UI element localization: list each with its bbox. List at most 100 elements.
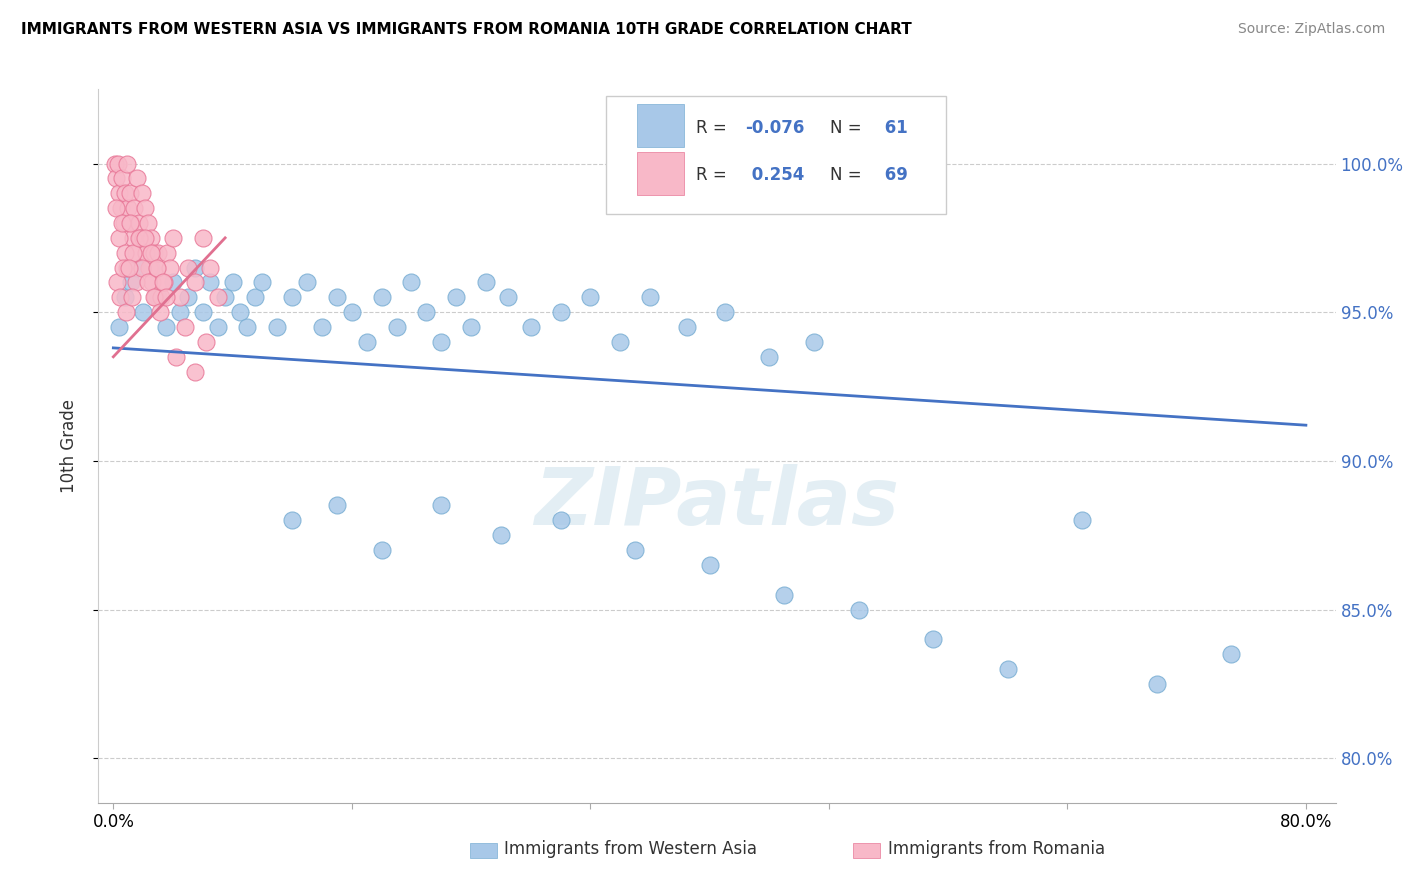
Point [134,201,156,215]
Point [114,290,136,304]
Point [134,231,156,245]
Point [108,186,131,201]
Point [129,231,152,245]
Point [194,334,217,349]
Point [114,186,136,201]
Point [609,334,631,349]
Point [489,528,512,542]
Point [848,602,870,616]
Point [177,290,200,304]
Point [191,305,214,319]
Point [153,276,176,290]
Point [121,290,143,304]
Point [173,320,195,334]
Point [114,245,136,260]
Point [142,245,165,260]
Point [311,320,333,334]
Point [138,276,160,290]
Point [221,276,243,290]
Point [128,216,150,230]
Point [115,305,138,319]
Point [111,260,134,275]
Point [115,156,138,170]
Bar [470,843,496,858]
Point [139,231,162,245]
Point [1220,647,1243,661]
Point [104,201,127,215]
Point [415,305,437,319]
Point [108,320,131,334]
Point [169,290,191,304]
Point [460,320,482,334]
Point [117,201,139,215]
Point [131,260,153,275]
Point [139,260,162,275]
Point [200,276,222,290]
Point [699,558,721,572]
Point [104,156,127,170]
Point [229,305,252,319]
Point [159,260,181,275]
Point [191,231,214,245]
Point [149,305,172,319]
Point [145,260,167,275]
Point [579,290,602,304]
Point [638,290,661,304]
Point [713,305,735,319]
Point [122,201,145,215]
Point [430,499,453,513]
Y-axis label: 10th Grade: 10th Grade [59,399,77,493]
Point [177,260,200,275]
Point [340,305,363,319]
Point [498,290,520,304]
Point [236,320,259,334]
Point [107,156,129,170]
Point [146,245,169,260]
Point [550,305,572,319]
Point [370,290,392,304]
Point [125,245,148,260]
Point [550,513,572,527]
Point [207,290,229,304]
Point [475,276,498,290]
Point [107,231,129,245]
Point [121,231,143,245]
Point [125,276,148,290]
Point [162,276,184,290]
Text: Immigrants from Romania: Immigrants from Romania [887,840,1105,858]
Point [122,245,145,260]
Point [214,290,236,304]
Point [156,245,179,260]
Point [326,499,349,513]
Point [624,543,647,558]
Point [444,290,467,304]
Text: Source: ZipAtlas.com: Source: ZipAtlas.com [1237,22,1385,37]
Text: -0.076: -0.076 [745,119,804,136]
Point [110,216,132,230]
Point [118,260,141,275]
Point [281,290,304,304]
Point [128,231,150,245]
Point [430,334,453,349]
Point [141,276,163,290]
Point [117,260,139,275]
Text: N =: N = [830,119,866,136]
Bar [853,843,880,858]
Point [385,320,408,334]
Point [243,290,266,304]
Point [111,171,134,186]
Point [120,216,142,230]
Text: IMMIGRANTS FROM WESTERN ASIA VS IMMIGRANTS FROM ROMANIA 10TH GRADE CORRELATION C: IMMIGRANTS FROM WESTERN ASIA VS IMMIGRAN… [21,22,912,37]
Point [138,260,160,275]
Point [105,276,128,290]
Point [281,513,304,527]
Point [131,186,153,201]
Bar [637,104,683,147]
Text: 69: 69 [879,166,908,185]
Text: R =: R = [696,166,733,185]
Bar [637,152,683,194]
Point [356,334,378,349]
Point [370,543,392,558]
Point [184,365,207,379]
Text: 0.254: 0.254 [745,166,804,185]
